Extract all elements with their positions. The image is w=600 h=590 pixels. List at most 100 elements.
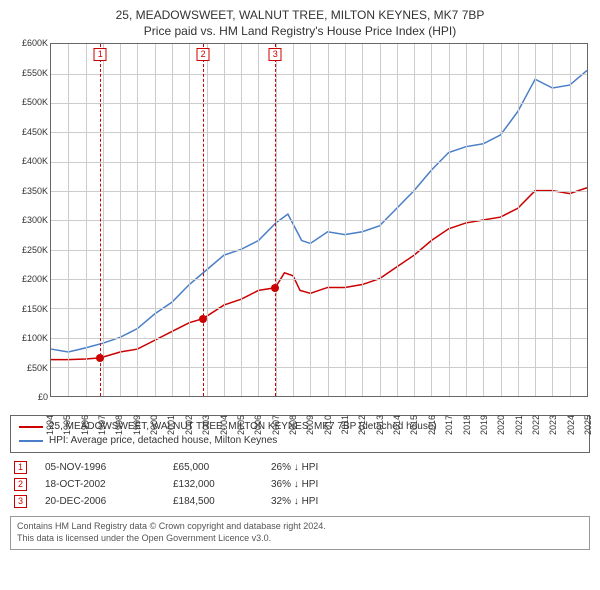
gridline-v	[466, 44, 467, 396]
gridline-v	[449, 44, 450, 396]
event-vline	[100, 44, 101, 396]
chart-title-block: 25, MEADOWSWEET, WALNUT TREE, MILTON KEY…	[10, 8, 590, 39]
y-tick-label: £400K	[22, 156, 48, 166]
gridline-v	[380, 44, 381, 396]
x-tick-label: 1998	[114, 415, 124, 435]
x-tick-label: 2019	[479, 415, 489, 435]
legend-row: HPI: Average price, detached house, Milt…	[19, 434, 581, 448]
legend-swatch	[19, 440, 43, 442]
event-date: 18-OCT-2002	[45, 479, 155, 490]
y-tick-label: £50K	[27, 363, 48, 373]
events-table: 105-NOV-1996£65,00026% ↓ HPI218-OCT-2002…	[10, 459, 590, 510]
event-badge: 1	[94, 48, 107, 61]
y-tick-label: £100K	[22, 333, 48, 343]
gridline-v	[397, 44, 398, 396]
x-tick-label: 2021	[514, 415, 524, 435]
y-tick-label: £300K	[22, 215, 48, 225]
x-tick-label: 2015	[409, 415, 419, 435]
event-diff: 32% ↓ HPI	[271, 496, 586, 507]
gridline-v	[414, 44, 415, 396]
gridline-h	[51, 74, 587, 75]
gridline-v	[155, 44, 156, 396]
gridline-v	[310, 44, 311, 396]
x-tick-label: 2006	[253, 415, 263, 435]
x-axis: 1994199519961997199819992000200120022003…	[50, 397, 588, 417]
event-date: 20-DEC-2006	[45, 496, 155, 507]
title-line-1: 25, MEADOWSWEET, WALNUT TREE, MILTON KEY…	[10, 8, 590, 24]
gridline-h	[51, 191, 587, 192]
gridline-v	[224, 44, 225, 396]
x-tick-label: 2025	[583, 415, 593, 435]
x-tick-label: 2004	[219, 415, 229, 435]
x-tick-label: 2007	[271, 415, 281, 435]
series-line-property	[51, 188, 587, 360]
y-tick-label: £250K	[22, 245, 48, 255]
x-tick-label: 2017	[444, 415, 454, 435]
y-tick-label: £600K	[22, 38, 48, 48]
event-price: £132,000	[173, 479, 253, 490]
x-tick-label: 1994	[45, 415, 55, 435]
gridline-v	[552, 44, 553, 396]
event-row: 105-NOV-1996£65,00026% ↓ HPI	[10, 459, 590, 476]
y-tick-label: £500K	[22, 97, 48, 107]
gridline-h	[51, 367, 587, 368]
gridline-v	[535, 44, 536, 396]
x-tick-label: 2008	[288, 415, 298, 435]
event-badge: 2	[197, 48, 210, 61]
y-tick-label: £150K	[22, 304, 48, 314]
event-diff: 26% ↓ HPI	[271, 462, 586, 473]
gridline-v	[345, 44, 346, 396]
x-tick-label: 2002	[184, 415, 194, 435]
attribution-line-2: This data is licensed under the Open Gov…	[17, 533, 583, 545]
gridline-v	[518, 44, 519, 396]
gridline-v	[86, 44, 87, 396]
gridline-v	[501, 44, 502, 396]
x-tick-label: 2023	[548, 415, 558, 435]
x-tick-label: 1995	[62, 415, 72, 435]
event-point-marker	[271, 284, 279, 292]
event-diff: 36% ↓ HPI	[271, 479, 586, 490]
gridline-v	[189, 44, 190, 396]
gridline-v	[241, 44, 242, 396]
x-tick-label: 2016	[427, 415, 437, 435]
title-line-2: Price paid vs. HM Land Registry's House …	[10, 24, 590, 40]
event-badge: 3	[269, 48, 282, 61]
x-tick-label: 1996	[80, 415, 90, 435]
gridline-v	[328, 44, 329, 396]
gridline-v	[431, 44, 432, 396]
x-tick-label: 2022	[531, 415, 541, 435]
gridline-v	[293, 44, 294, 396]
x-tick-label: 2009	[305, 415, 315, 435]
chart-area: £0£50K£100K£150K£200K£250K£300K£350K£400…	[10, 43, 590, 413]
y-tick-label: £450K	[22, 127, 48, 137]
gridline-v	[103, 44, 104, 396]
x-tick-label: 2018	[462, 415, 472, 435]
gridline-v	[483, 44, 484, 396]
x-tick-label: 1997	[97, 415, 107, 435]
event-point-marker	[199, 315, 207, 323]
y-tick-label: £0	[38, 392, 48, 402]
gridline-h	[51, 279, 587, 280]
gridline-v	[120, 44, 121, 396]
event-row: 218-OCT-2002£132,00036% ↓ HPI	[10, 476, 590, 493]
legend-swatch	[19, 426, 43, 428]
y-axis: £0£50K£100K£150K£200K£250K£300K£350K£400…	[10, 43, 50, 397]
x-tick-label: 2013	[375, 415, 385, 435]
attribution-line-1: Contains HM Land Registry data © Crown c…	[17, 521, 583, 533]
x-tick-label: 2001	[166, 415, 176, 435]
event-vline	[203, 44, 204, 396]
legend-label: HPI: Average price, detached house, Milt…	[49, 434, 277, 448]
gridline-h	[51, 132, 587, 133]
event-vline	[275, 44, 276, 396]
gridline-v	[362, 44, 363, 396]
x-tick-label: 2010	[323, 415, 333, 435]
x-tick-label: 2005	[236, 415, 246, 435]
gridline-h	[51, 162, 587, 163]
x-tick-label: 2014	[392, 415, 402, 435]
gridline-h	[51, 250, 587, 251]
x-tick-label: 2000	[149, 415, 159, 435]
event-price: £184,500	[173, 496, 253, 507]
y-tick-label: £550K	[22, 68, 48, 78]
gridline-h	[51, 103, 587, 104]
gridline-h	[51, 338, 587, 339]
